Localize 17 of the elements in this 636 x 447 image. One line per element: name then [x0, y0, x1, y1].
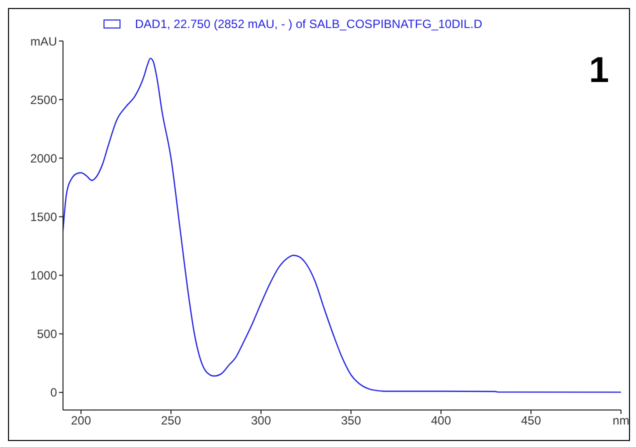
y-tick-label: 0 [50, 386, 58, 400]
y-tick-label: mAU [30, 34, 57, 48]
x-tick-label: 200 [70, 414, 92, 428]
x-tick-label: 450 [520, 414, 542, 428]
x-tick-label: 350 [340, 414, 362, 428]
y-tick-label: 500 [36, 327, 58, 342]
y-tick-label: 2500 [30, 92, 58, 107]
legend-label: DAD1, 22.750 (2852 mAU, - ) of SALB_COSPIBNATFG_10DIL.D [134, 17, 482, 31]
y-tick-label: 1500 [30, 210, 58, 224]
y-tick-label: 1000 [30, 268, 58, 283]
y-tick-label: 2000 [30, 151, 58, 166]
x-tick-label: nm [612, 414, 630, 428]
annotation: 1 [588, 49, 609, 91]
x-tick-label: 250 [160, 414, 182, 428]
x-tick-label: 300 [250, 414, 272, 428]
x-tick-label: 400 [430, 414, 452, 428]
line-series [63, 58, 621, 393]
